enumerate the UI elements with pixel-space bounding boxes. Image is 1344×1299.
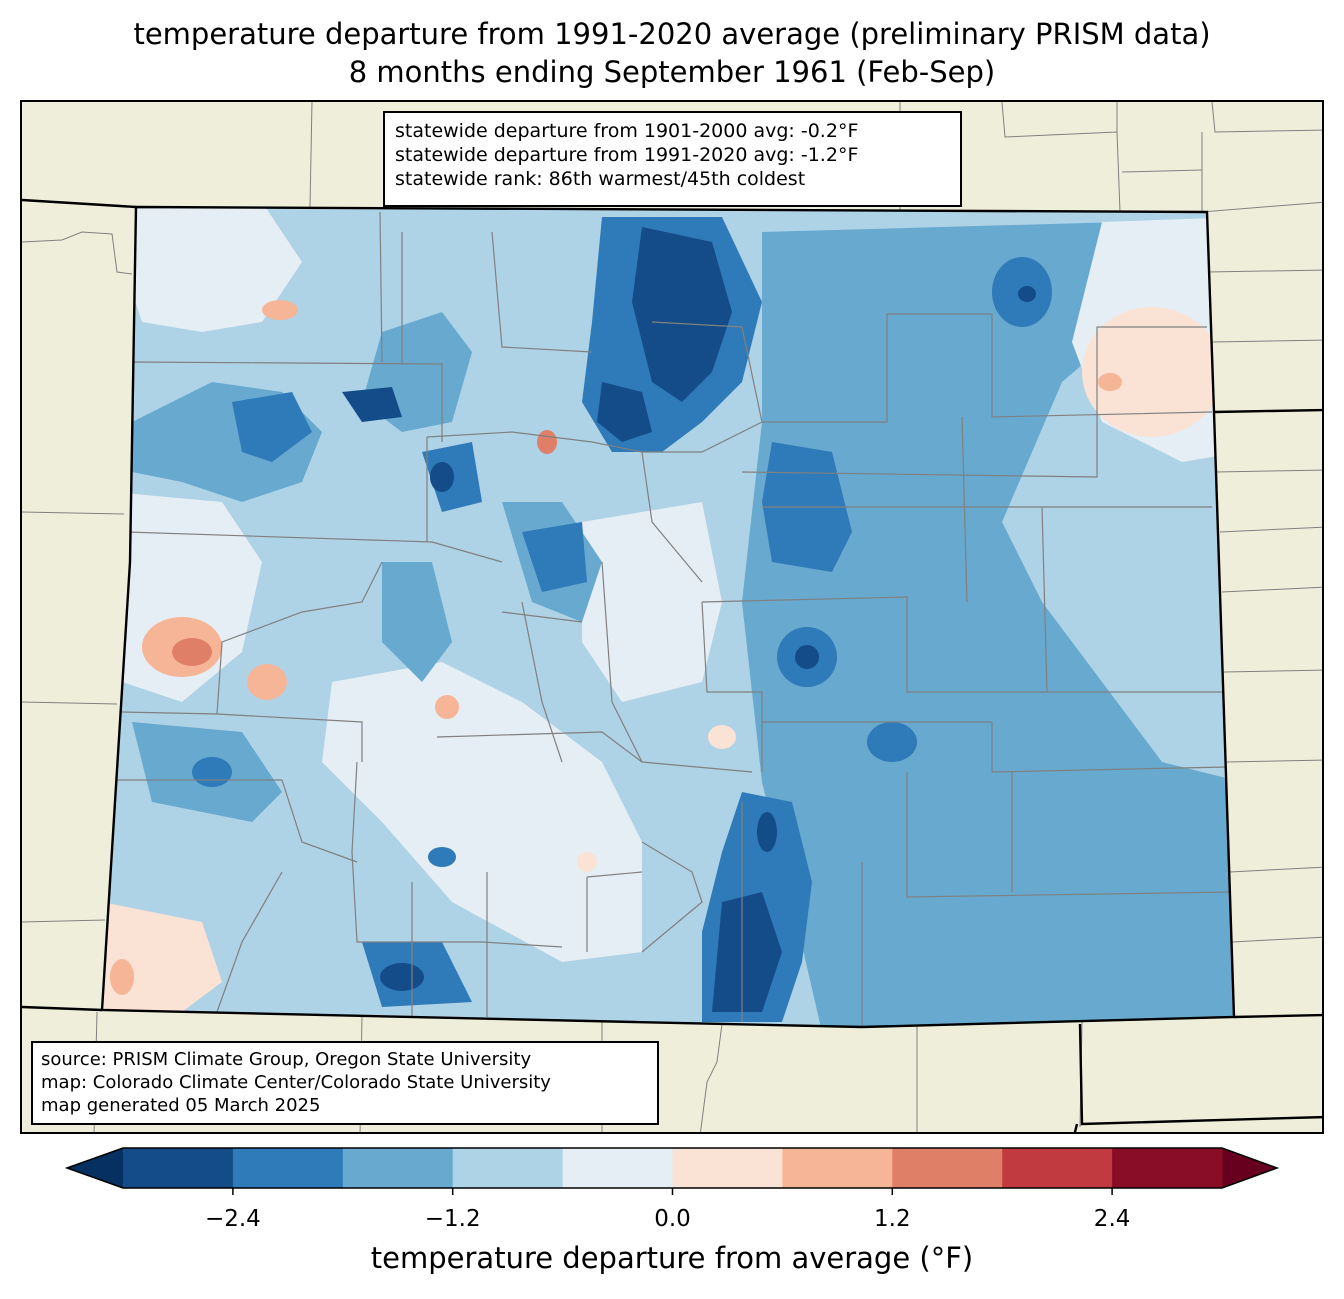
colorbar-under-arrow: [67, 1148, 123, 1188]
colorbar-bin: [892, 1148, 1003, 1188]
colorbar-tick-label: −2.4: [204, 1206, 261, 1232]
colorbar-bin: [123, 1148, 234, 1188]
colorbar-tick-label: 0.0: [654, 1206, 691, 1232]
map-frame: [20, 100, 1324, 1134]
credits-box: source: PRISM Climate Group, Oregon Stat…: [31, 1041, 659, 1125]
colorbar-outline: [64, 1147, 1280, 1189]
colorbar-bin: [342, 1148, 454, 1188]
colorbar-bin: [782, 1148, 893, 1188]
state-borders: [22, 198, 1322, 1132]
colorbar-bin: [1002, 1148, 1113, 1188]
colorbar-label: temperature departure from average (°F): [370, 1241, 974, 1275]
map-subtitle: 8 months ending September 1961 (Feb-Sep): [348, 55, 996, 89]
map-title: temperature departure from 1991-2020 ave…: [133, 17, 1211, 51]
colorbar-bin: [672, 1148, 783, 1188]
colorbar-tick-label: −1.2: [424, 1206, 481, 1232]
colorbar-bin: [562, 1148, 673, 1188]
colorbar-bin: [232, 1148, 344, 1188]
credit-generated: map generated 05 March 2025: [41, 1095, 321, 1116]
credit-map: map: Colorado Climate Center/Colorado St…: [41, 1072, 551, 1093]
colorbar-tick-label: 1.2: [874, 1206, 911, 1232]
stats-line-1900avg: statewide departure from 1901-2000 avg: …: [395, 120, 859, 142]
colorbar-bin: [452, 1148, 564, 1188]
temperature-field: [102, 207, 1234, 1027]
statewide-stats-box: statewide departure from 1901-2000 avg: …: [383, 111, 962, 207]
map-canvas: [22, 102, 1322, 1132]
colorbar-over-arrow: [1222, 1148, 1277, 1188]
credit-source: source: PRISM Climate Group, Oregon Stat…: [41, 1049, 532, 1070]
stats-line-rank: statewide rank: 86th warmest/45th coldes…: [395, 168, 806, 190]
county-lines: [117, 211, 1233, 1027]
stats-line-1991avg: statewide departure from 1991-2020 avg: …: [395, 144, 859, 166]
colorbar-bin: [1112, 1148, 1223, 1188]
colorbar: [64, 1147, 1280, 1195]
colorbar-tick-label: 2.4: [1093, 1206, 1131, 1232]
